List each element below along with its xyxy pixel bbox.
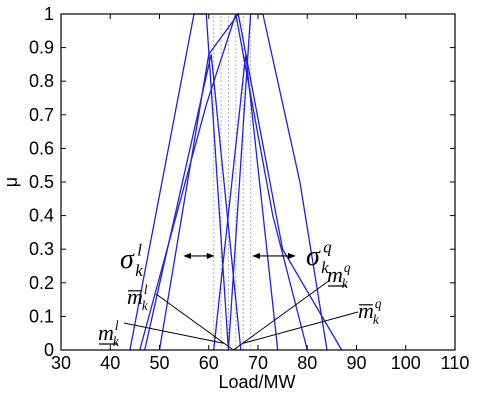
y-tick-label-9: 0.9 (29, 38, 54, 58)
annotation-sup-0: l (137, 240, 142, 259)
annotation-sub-4: k (342, 276, 349, 291)
annotation-leader-2 (155, 293, 234, 351)
annotation-sup-1: q (323, 237, 331, 256)
annotation-symbol-0: σ (120, 244, 135, 275)
axis-ticks: 30 40 50 60 70 80 90 100 110 0 0.1 0.2 0.3 0.4 0.5 0.6 0… (29, 4, 469, 373)
annotation-sup-3: l (115, 318, 119, 333)
annotation-m-k-q-5: m qk (243, 296, 382, 344)
annotation-m-k-l-2: m lk (127, 282, 234, 351)
plot-frame (60, 13, 456, 351)
x-tick-label-70: 70 (248, 353, 268, 373)
x-tick-label-50: 50 (149, 353, 169, 373)
annotation-symbol-3: m (98, 320, 114, 345)
annotation-sub-5: k (373, 312, 380, 327)
x-tick-label-100: 100 (391, 353, 421, 373)
y-tick-label-8: 0.8 (29, 71, 54, 91)
y-tick-label-10: 1 (44, 4, 54, 24)
y-tick-label-2: 0.2 (29, 273, 54, 293)
membership-curve-5 (213, 54, 279, 351)
y-tick-label-4: 0.4 (29, 206, 54, 226)
annotation-sup-2: l (144, 282, 148, 297)
x-tick-label-110: 110 (441, 353, 470, 373)
y-axis-label: μ (1, 177, 21, 187)
annotation-leader-5 (243, 311, 359, 344)
annotation-m-k-l-3: m lk (98, 318, 224, 349)
annotation-leader-4 (233, 279, 331, 351)
x-tick-label-90: 90 (346, 353, 366, 373)
annotation-sub-3: k (113, 334, 120, 349)
x-tick-label-30: 30 (51, 353, 71, 373)
annotation-symbol-1: σ (306, 241, 321, 272)
y-tick-label-3: 0.3 (29, 239, 54, 259)
annotation-m-k-q-4: m qk (233, 260, 351, 351)
y-tick-label-7: 0.7 (29, 105, 54, 125)
x-tick-label-60: 60 (199, 353, 219, 373)
annotation-sub-2: k (142, 298, 149, 313)
annotation-σ-k-l-0: σ lk (120, 240, 215, 280)
annotation-sub-1: k (321, 258, 329, 277)
y-tick-label-5: 0.5 (29, 172, 54, 192)
y-tick-label-1: 0.1 (29, 306, 54, 326)
annotation-sup-5: q (375, 296, 382, 311)
annotation-sub-0: k (135, 261, 143, 280)
x-tick-label-80: 80 (297, 353, 317, 373)
annotations: σ lk σ qkm lkm lkm qkm qk (98, 237, 382, 351)
y-tick-label-0: 0 (44, 340, 54, 360)
y-tick-label-6: 0.6 (29, 138, 54, 158)
annotation-symbol-2: m (127, 284, 143, 309)
membership-curve-4 (144, 54, 242, 351)
annotation-σ-k-q-1: σ qk (252, 237, 332, 277)
x-axis-label: Load/MW (218, 372, 295, 392)
annotation-symbol-4: m (327, 262, 343, 287)
annotation-leader-3 (123, 322, 224, 344)
annotation-symbol-5: m (358, 298, 374, 323)
annotation-sup-4: q (344, 260, 351, 275)
x-tick-label-40: 40 (100, 353, 120, 373)
